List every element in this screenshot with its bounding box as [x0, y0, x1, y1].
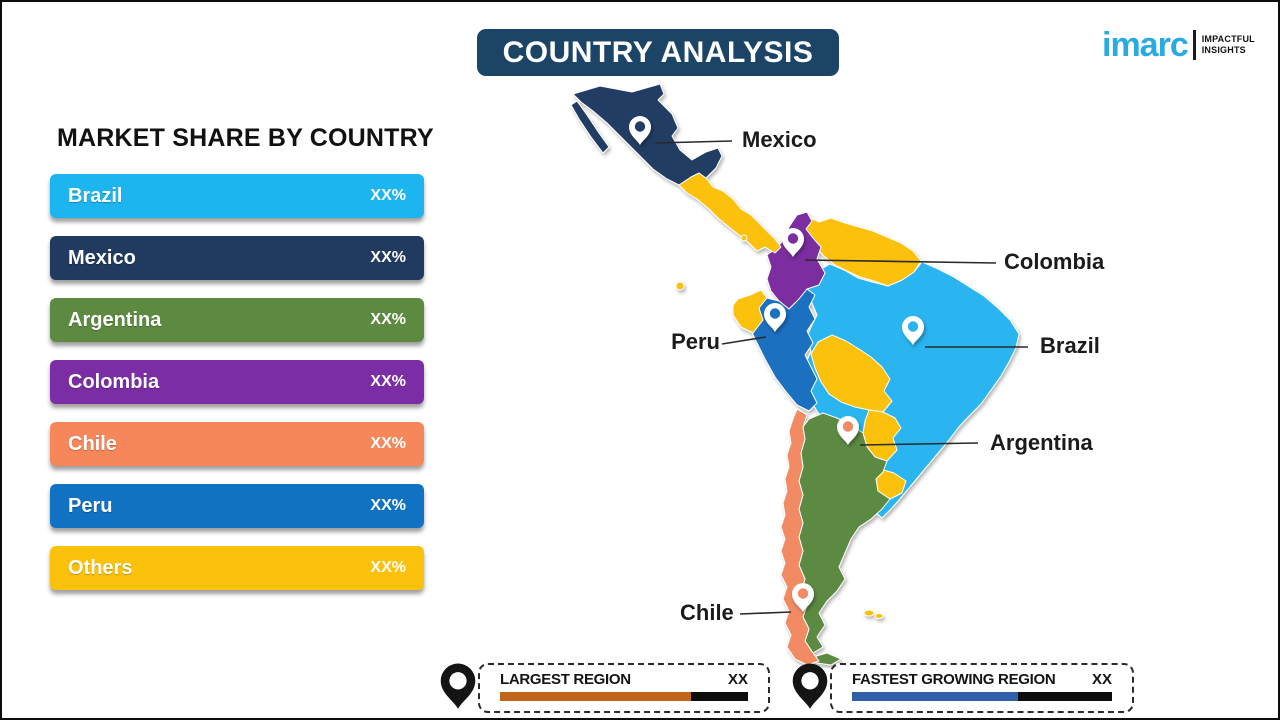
largest-region-bar-colored — [500, 692, 691, 701]
fastest-growing-bar-black — [1018, 692, 1112, 701]
largest-region-value: XX — [727, 671, 748, 688]
largest-region-label: LARGEST REGION — [500, 671, 631, 688]
fastest-growing-region-label: FASTEST GROWING REGION — [852, 671, 1056, 688]
market-share-bar-argentina: Argentina XX% — [50, 298, 424, 342]
map-pin-peru — [764, 303, 786, 332]
map-region-colombia — [766, 211, 826, 310]
largest-region-bar — [500, 692, 748, 701]
bar-share-value: XX% — [370, 435, 406, 452]
latin-america-map — [570, 83, 1028, 666]
bar-share-value: XX% — [370, 249, 406, 266]
market-share-heading: MARKET SHARE BY COUNTRY — [57, 124, 434, 152]
map-island-falkland-west — [863, 609, 875, 617]
imarc-logo: imarc IMPACTFUL INSIGHTS — [1102, 28, 1255, 62]
map-pin-argentina — [837, 416, 859, 445]
logo-tagline: IMPACTFUL INSIGHTS — [1202, 34, 1255, 56]
map-region-central-america — [678, 172, 782, 254]
bar-share-value: XX% — [370, 497, 406, 514]
map-label-chile: Chile — [680, 600, 734, 625]
market-share-bar-brazil: Brazil XX% — [50, 174, 424, 218]
map-island-galapagos — [675, 281, 685, 291]
fastest-growing-region-value: XX — [1091, 671, 1112, 688]
label-line-argentina — [859, 442, 979, 446]
map-region-baja-california — [570, 100, 610, 154]
label-line-colombia — [804, 259, 997, 264]
market-share-bar-mexico: Mexico XX% — [50, 236, 424, 280]
market-share-bar-colombia: Colombia XX% — [50, 360, 424, 404]
map-region-bolivia — [810, 334, 893, 413]
bar-country-label: Argentina — [68, 308, 162, 331]
market-share-list: Brazil XX% Mexico XX% Argentina XX% Colo… — [50, 174, 424, 608]
fastest-growing-bar-colored — [852, 692, 1019, 701]
largest-region-bar-black — [690, 692, 748, 701]
map-label-peru: Peru — [671, 329, 720, 354]
bar-country-label: Brazil — [68, 184, 123, 207]
bar-share-value: XX% — [370, 373, 406, 390]
largest-region-pin-icon — [440, 663, 476, 709]
largest-region-legend: LARGEST REGION XX — [478, 663, 770, 713]
logo-tagline-line2: INSIGHTS — [1201, 45, 1246, 55]
map-pin-brazil — [902, 316, 924, 345]
bar-share-value: XX% — [370, 559, 406, 576]
map-label-brazil: Brazil — [1040, 333, 1100, 358]
label-line-chile — [739, 611, 792, 615]
map-pin-chile — [792, 583, 814, 612]
map-label-mexico: Mexico — [742, 127, 817, 152]
logo-divider — [1192, 30, 1196, 60]
label-line-mexico — [654, 140, 733, 144]
map-region-paraguay — [862, 409, 902, 462]
bar-country-label: Colombia — [68, 370, 160, 393]
fastest-growing-pin-icon — [792, 663, 828, 709]
map-island-caribbean — [740, 234, 748, 242]
bar-country-label: Others — [68, 556, 133, 579]
map-region-chile — [780, 408, 820, 666]
market-share-bar-others: Others XX% — [50, 546, 424, 590]
map-pin-mexico — [629, 116, 651, 145]
bar-country-label: Chile — [68, 432, 117, 455]
map-label-argentina: Argentina — [990, 430, 1093, 455]
bar-country-label: Peru — [68, 494, 113, 517]
page-title: COUNTRY ANALYSIS — [477, 29, 839, 76]
map-label-colombia: Colombia — [1004, 249, 1105, 274]
fastest-growing-region-bar — [852, 692, 1112, 701]
fastest-growing-region-legend: FASTEST GROWING REGION XX — [830, 663, 1134, 713]
bar-share-value: XX% — [370, 311, 406, 328]
label-line-peru — [721, 336, 767, 345]
bar-share-value: XX% — [370, 187, 406, 204]
bar-country-label: Mexico — [68, 246, 136, 269]
market-share-bar-chile: Chile XX% — [50, 422, 424, 466]
map-region-ecuador — [732, 289, 768, 334]
map-island-falkland-east — [874, 613, 884, 619]
market-share-bar-peru: Peru XX% — [50, 484, 424, 528]
map-pin-colombia — [782, 228, 804, 257]
imarc-wordmark: imarc — [1102, 26, 1189, 64]
logo-tagline-line1: IMPACTFUL — [1201, 34, 1255, 44]
